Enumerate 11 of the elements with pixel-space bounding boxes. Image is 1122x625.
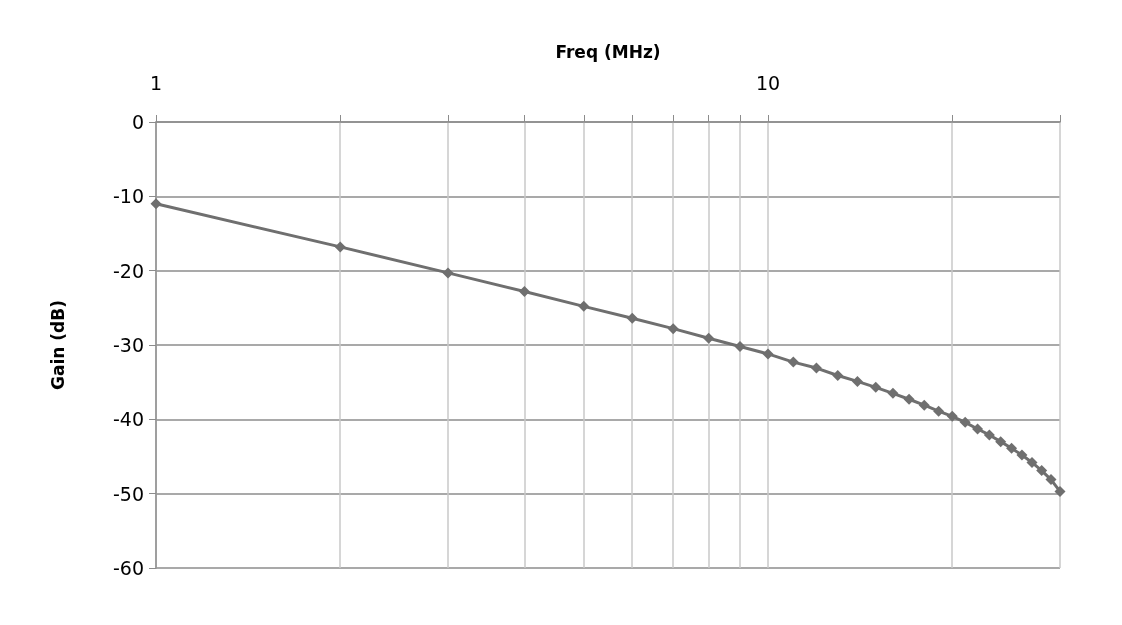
y-tick-label: -10: [112, 185, 144, 208]
x-tick-label: 10: [755, 71, 781, 94]
y-tick-label: -20: [112, 259, 144, 282]
y-tick-label: -50: [112, 482, 144, 505]
y-tick-label: -30: [112, 334, 144, 356]
y-tick-label: 0: [131, 111, 144, 133]
x-axis-title: Freq (MHz): [555, 41, 661, 62]
y-tick-label: -60: [112, 557, 144, 579]
y-tick-label: -40: [112, 408, 144, 431]
y-axis-title: Gain (dB): [47, 300, 68, 390]
x-tick-label: 1: [149, 71, 163, 94]
